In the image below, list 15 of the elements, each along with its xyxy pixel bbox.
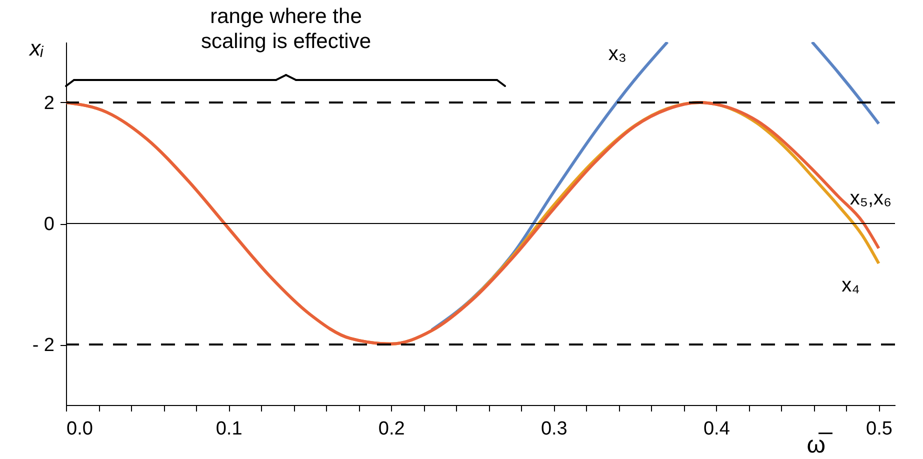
x-tick-label: 0.0 [66, 418, 93, 440]
y-tick-label: 2 [44, 93, 54, 114]
series-label: x₅,x₆ [850, 187, 892, 210]
x-tick-label: 0.2 [378, 418, 405, 440]
y-axis-title: xᵢ [28, 36, 44, 60]
x-tick-label: 0.1 [216, 418, 242, 440]
series-label: x₄ [842, 274, 860, 296]
x-tick-label: 0.4 [703, 418, 730, 440]
x-tick-label: 0.5 [866, 418, 892, 440]
y-tick-label: - 2 [32, 335, 54, 356]
series-label: x₃ [608, 43, 627, 65]
x-tick-label: 0.3 [540, 418, 568, 440]
x-axis-title: ω̅ [806, 432, 832, 458]
y-tick-label: 0 [44, 214, 54, 235]
annotation: range where the scaling is effective [200, 5, 372, 53]
